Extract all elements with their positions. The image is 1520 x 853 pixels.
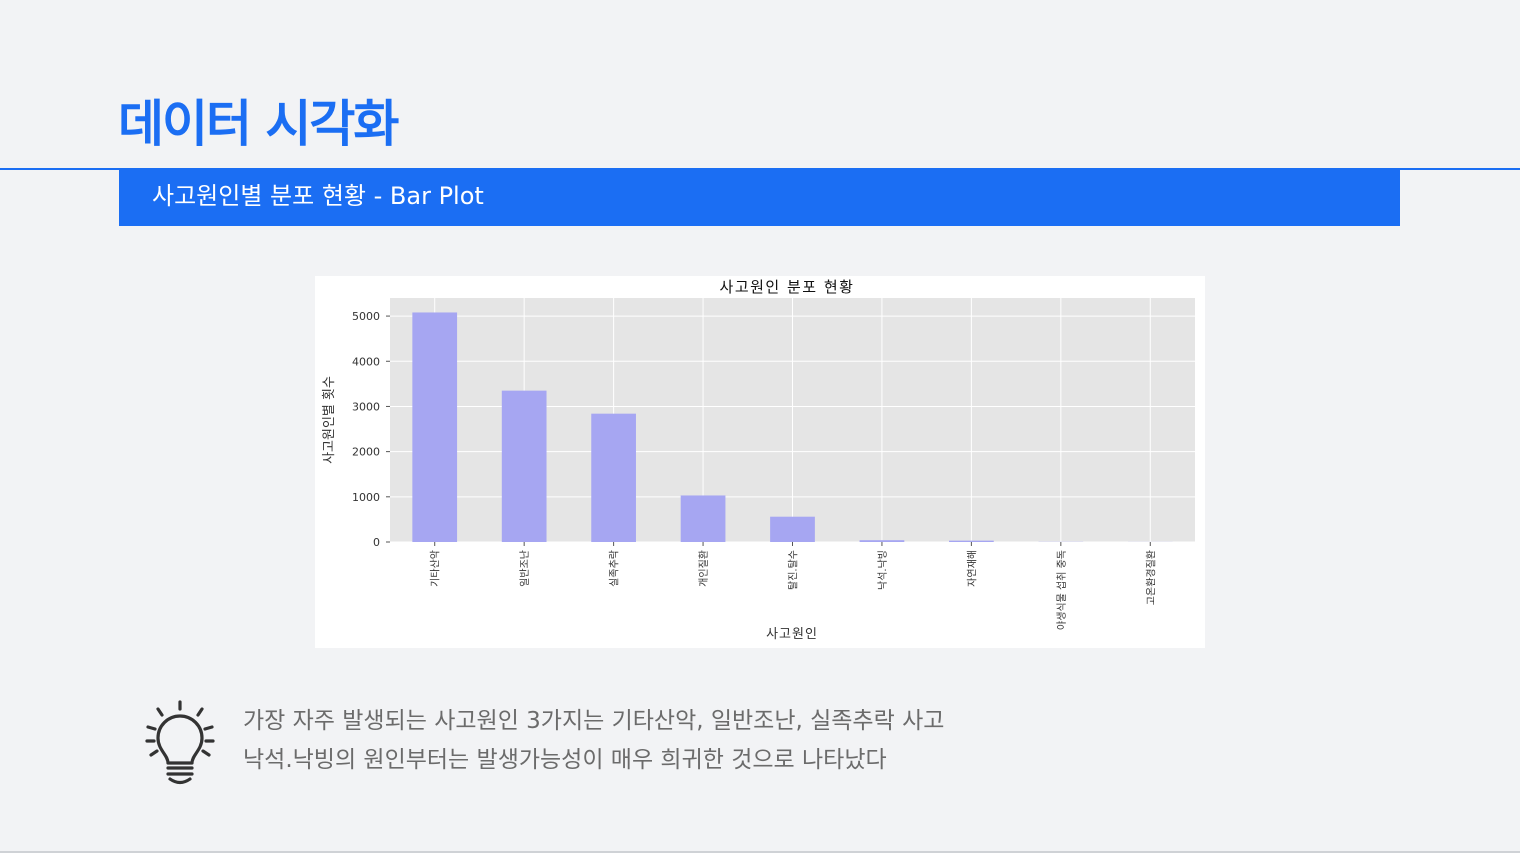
y-tick-label: 3000 bbox=[352, 400, 380, 413]
y-tick-label: 4000 bbox=[352, 355, 380, 368]
y-tick-label: 2000 bbox=[352, 446, 380, 459]
y-tick-label: 5000 bbox=[352, 310, 380, 323]
x-tick-label: 자연재해 bbox=[965, 550, 978, 587]
lightbulb-icon bbox=[145, 700, 215, 785]
bar-1 bbox=[501, 390, 547, 542]
x-tick-label: 실족추락 bbox=[609, 550, 621, 587]
y-tick-label: 0 bbox=[373, 536, 380, 549]
section-banner: 사고원인별 분포 현황 - Bar Plot bbox=[119, 170, 1400, 226]
page-title: 데이터 시각화 bbox=[118, 95, 399, 153]
bar-5 bbox=[859, 540, 905, 542]
insight-section: 가장 자주 발생되는 사고원인 3가지는 기타산악, 일반조난, 실족추락 사고… bbox=[140, 700, 1040, 790]
y-axis-label: 사고원인별 횟수 bbox=[322, 376, 337, 464]
x-tick-label: 기타산악 bbox=[430, 550, 442, 587]
bar-0 bbox=[412, 312, 458, 542]
footer-divider bbox=[0, 851, 1520, 853]
x-tick-label: 개인질환 bbox=[698, 550, 710, 587]
insight-line: 낙석.낙빙의 원인부터는 발생가능성이 매우 희귀한 것으로 나타났다 bbox=[243, 747, 887, 773]
chart-container: 0 1000 2000 3000 4000 5000 기타산악 일반조난 실족추락 개인질환 탈진… bbox=[315, 276, 1205, 648]
bar-6 bbox=[949, 540, 994, 542]
x-axis-label: 사고원인 bbox=[766, 627, 818, 642]
bar-4 bbox=[770, 516, 815, 542]
bar-2 bbox=[591, 413, 636, 542]
chart-title: 사고원인 분포 현황 bbox=[720, 278, 855, 296]
x-tick-label: 일반조난 bbox=[519, 550, 531, 587]
insight-line: 가장 자주 발생되는 사고원인 3가지는 기타산악, 일반조난, 실족추락 사고 bbox=[243, 708, 945, 734]
y-tick-label: 1000 bbox=[352, 491, 380, 504]
x-tick-label: 고온환경질환 bbox=[1144, 550, 1157, 605]
bar-3 bbox=[680, 495, 726, 542]
bar-chart: 0 1000 2000 3000 4000 5000 기타산악 일반조난 실족추락 개인질환 탈진… bbox=[322, 278, 1195, 642]
header-divider bbox=[0, 168, 1520, 170]
insight-text: 가장 자주 발생되는 사고원인 3가지는 기타산악, 일반조난, 실족추락 사고… bbox=[243, 702, 944, 780]
x-tick-label: 야생식물 섭취 중독 bbox=[1056, 550, 1068, 630]
x-tick-label: 탈진.탈수 bbox=[787, 550, 800, 590]
x-tick-label: 낙석.낙빙 bbox=[877, 550, 889, 590]
